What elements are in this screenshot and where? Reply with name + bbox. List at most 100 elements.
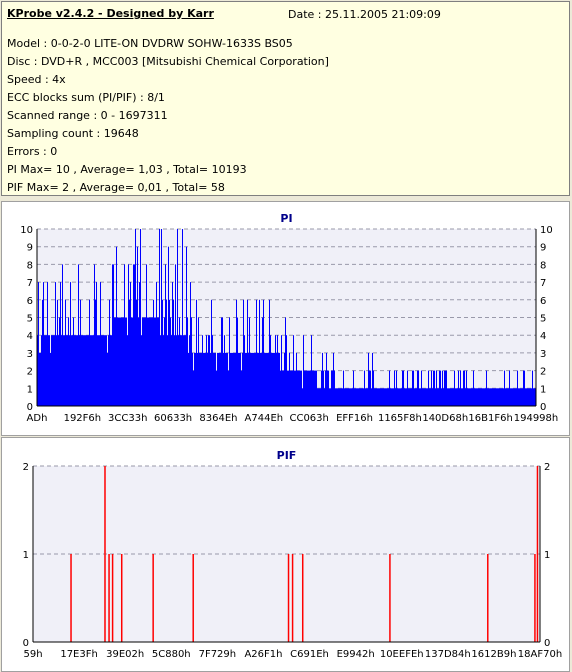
pi-bar — [243, 299, 244, 406]
pi-bar — [528, 388, 529, 406]
pi-bar — [435, 388, 436, 406]
x-tick-label: 16B1F6h — [468, 413, 512, 424]
pi-bar — [516, 388, 517, 406]
pi-bar — [373, 370, 374, 406]
pi-bar — [300, 370, 301, 406]
pi-bar — [173, 299, 174, 406]
pi-bar — [472, 388, 473, 406]
pi-bar — [327, 370, 328, 406]
pi-bar — [170, 317, 171, 406]
pi-bar — [511, 388, 512, 406]
x-tick-label: 1612B9h — [471, 649, 516, 660]
pi-bar — [53, 335, 54, 406]
pi-bar — [507, 388, 508, 406]
pi-bar — [329, 388, 330, 406]
pi-bar — [323, 370, 324, 406]
pi-bar — [527, 388, 528, 406]
pi-bar — [155, 317, 156, 406]
pi-bar — [214, 352, 215, 406]
pi-bar — [263, 299, 264, 406]
pi-bar — [195, 352, 196, 406]
pi-bar — [313, 370, 314, 406]
pi-bar — [440, 370, 441, 406]
x-tick-label: CC063h — [289, 413, 328, 424]
pi-bar — [317, 388, 318, 406]
pi-bar — [457, 388, 458, 406]
pi-bar — [102, 335, 103, 406]
pi-bar — [205, 352, 206, 406]
pi-bar — [244, 335, 245, 406]
pi-bar — [374, 388, 375, 406]
pi-bar — [496, 388, 497, 406]
pi-bar — [217, 352, 218, 406]
pi-bar — [129, 299, 130, 406]
pi-bar — [382, 388, 383, 406]
pi-bar — [452, 388, 453, 406]
pi-bar — [431, 370, 432, 406]
pi-bar — [105, 335, 106, 406]
pi-bar — [250, 352, 251, 406]
pi-bar — [176, 335, 177, 406]
pi-bar — [240, 352, 241, 406]
pi-bar — [474, 388, 475, 406]
pi-bar — [315, 370, 316, 406]
pi-bar — [336, 388, 337, 406]
pi-bar — [255, 352, 256, 406]
pi-bar — [534, 388, 535, 406]
pi-bar — [208, 335, 209, 406]
pi-bar — [471, 388, 472, 406]
pi-bar — [59, 317, 60, 406]
pi-bar — [143, 317, 144, 406]
pi-bar — [70, 282, 71, 406]
pi-bar — [350, 388, 351, 406]
pi-bar — [252, 352, 253, 406]
x-tick-label: 18AF70h — [518, 649, 562, 660]
y-tick-label-right: 0 — [540, 402, 546, 413]
pi-bar — [203, 352, 204, 406]
y-tick-label-left: 8 — [27, 260, 33, 271]
pi-bar — [174, 335, 175, 406]
pi-bar — [108, 335, 109, 406]
pi-bar — [291, 370, 292, 406]
pi-bar — [351, 388, 352, 406]
pi-bar — [127, 335, 128, 406]
pi-bar — [67, 335, 68, 406]
y-tick-label-left: 5 — [27, 314, 33, 325]
pi-bar — [190, 282, 191, 406]
y-tick-label-right: 2 — [540, 367, 546, 378]
pi-bar — [139, 282, 140, 406]
pi-bar — [166, 299, 167, 406]
pi-bar — [439, 370, 440, 406]
pi-bar — [423, 388, 424, 406]
pi-bar — [269, 299, 270, 406]
pi-bar — [495, 388, 496, 406]
pi-bar — [140, 229, 141, 406]
pi-bar — [277, 335, 278, 406]
pi-bar — [517, 370, 518, 406]
pi-bar — [492, 388, 493, 406]
pi-bar — [369, 370, 370, 406]
y-tick-label-right: 4 — [540, 331, 546, 342]
pi-bar — [512, 388, 513, 406]
pi-bar — [410, 388, 411, 406]
pi-bar — [485, 388, 486, 406]
pi-bar — [425, 388, 426, 406]
pi-bar — [162, 299, 163, 406]
pi-bar — [74, 335, 75, 406]
pi-bar — [224, 335, 225, 406]
pi-bar — [248, 352, 249, 406]
pi-bar — [385, 388, 386, 406]
y-tick-label-left: 2 — [27, 367, 33, 378]
pi-bar — [377, 388, 378, 406]
pi-bar — [281, 335, 282, 406]
pi-bar — [184, 335, 185, 406]
pi-bar — [120, 317, 121, 406]
pif-summary-line: PIF Max= 2 , Average= 0,01 , Total= 58 — [7, 181, 225, 194]
pi-bar — [141, 335, 142, 406]
pi-bar — [41, 335, 42, 406]
pi-bar — [378, 388, 379, 406]
pi-bar — [229, 317, 230, 406]
pi-bar — [335, 388, 336, 406]
pi-bar — [509, 370, 510, 406]
pi-bar — [165, 264, 166, 406]
